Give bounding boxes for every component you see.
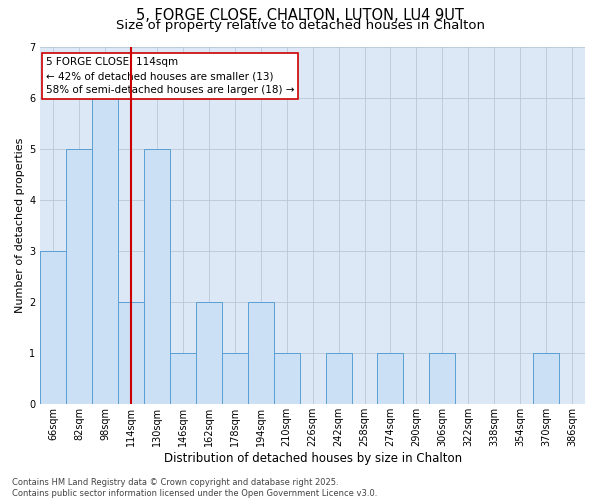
Bar bbox=[274, 353, 299, 405]
Bar bbox=[222, 353, 248, 405]
Bar bbox=[40, 251, 66, 404]
Bar bbox=[196, 302, 222, 404]
Bar bbox=[170, 353, 196, 405]
Y-axis label: Number of detached properties: Number of detached properties bbox=[15, 138, 25, 313]
Text: Size of property relative to detached houses in Chalton: Size of property relative to detached ho… bbox=[115, 18, 485, 32]
Text: 5 FORGE CLOSE: 114sqm
← 42% of detached houses are smaller (13)
58% of semi-deta: 5 FORGE CLOSE: 114sqm ← 42% of detached … bbox=[46, 57, 294, 95]
Bar bbox=[377, 353, 403, 405]
Bar bbox=[66, 148, 92, 404]
Bar bbox=[326, 353, 352, 405]
Bar bbox=[533, 353, 559, 405]
X-axis label: Distribution of detached houses by size in Chalton: Distribution of detached houses by size … bbox=[164, 452, 462, 465]
Bar bbox=[430, 353, 455, 405]
Text: Contains HM Land Registry data © Crown copyright and database right 2025.
Contai: Contains HM Land Registry data © Crown c… bbox=[12, 478, 377, 498]
Bar bbox=[92, 98, 118, 405]
Bar bbox=[144, 148, 170, 404]
Text: 5, FORGE CLOSE, CHALTON, LUTON, LU4 9UT: 5, FORGE CLOSE, CHALTON, LUTON, LU4 9UT bbox=[136, 8, 464, 22]
Bar bbox=[248, 302, 274, 404]
Bar bbox=[118, 302, 144, 404]
